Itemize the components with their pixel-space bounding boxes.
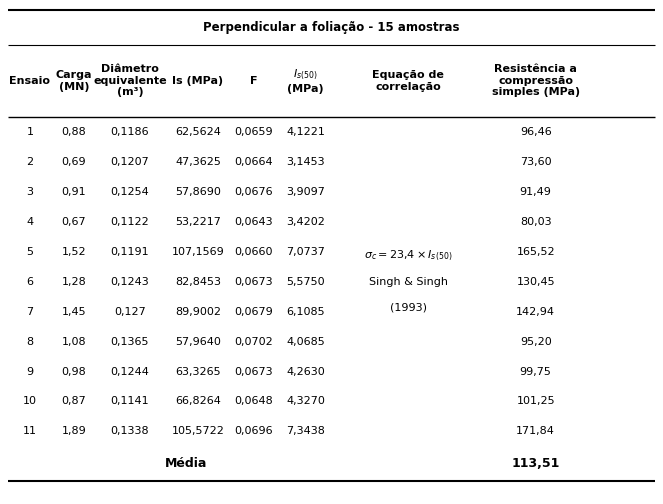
Text: 1,08: 1,08 — [62, 337, 86, 347]
Text: Perpendicular a foliação - 15 amostras: Perpendicular a foliação - 15 amostras — [204, 21, 459, 34]
Text: Is (MPa): Is (MPa) — [172, 76, 223, 86]
Text: 1: 1 — [27, 127, 33, 137]
Text: 80,03: 80,03 — [520, 217, 552, 227]
Text: 4,2630: 4,2630 — [286, 366, 325, 376]
Text: 6: 6 — [27, 277, 33, 287]
Text: 47,3625: 47,3625 — [175, 157, 221, 167]
Text: 0,87: 0,87 — [62, 397, 86, 407]
Text: 0,1244: 0,1244 — [111, 366, 149, 376]
Text: 95,20: 95,20 — [520, 337, 552, 347]
Text: 0,98: 0,98 — [62, 366, 86, 376]
Text: 1,89: 1,89 — [62, 426, 86, 436]
Text: 165,52: 165,52 — [516, 246, 555, 257]
Text: 0,0643: 0,0643 — [235, 217, 273, 227]
Text: Resistência a
compressão
simples (MPa): Resistência a compressão simples (MPa) — [491, 65, 579, 97]
Text: 0,69: 0,69 — [62, 157, 86, 167]
Text: 57,9640: 57,9640 — [175, 337, 221, 347]
Text: 4,3270: 4,3270 — [286, 397, 325, 407]
Text: 10: 10 — [23, 397, 37, 407]
Text: 2: 2 — [27, 157, 34, 167]
Text: 7,3438: 7,3438 — [286, 426, 325, 436]
Text: Média: Média — [164, 458, 207, 470]
Text: 82,8453: 82,8453 — [175, 277, 221, 287]
Text: 1,45: 1,45 — [62, 306, 86, 317]
Text: 0,0696: 0,0696 — [235, 426, 273, 436]
Text: 7: 7 — [27, 306, 34, 317]
Text: Carga
(MN): Carga (MN) — [56, 70, 92, 92]
Text: $I_{s(50)}$
(MPa): $I_{s(50)}$ (MPa) — [287, 68, 324, 94]
Text: 0,0664: 0,0664 — [235, 157, 273, 167]
Text: 4: 4 — [27, 217, 34, 227]
Text: 91,49: 91,49 — [520, 186, 552, 197]
Text: 0,1243: 0,1243 — [111, 277, 149, 287]
Text: 0,1186: 0,1186 — [111, 127, 149, 137]
Text: 57,8690: 57,8690 — [175, 186, 221, 197]
Text: 0,1254: 0,1254 — [111, 186, 149, 197]
Text: 0,88: 0,88 — [62, 127, 86, 137]
Text: 113,51: 113,51 — [511, 458, 560, 470]
Text: 11: 11 — [23, 426, 37, 436]
Text: 99,75: 99,75 — [520, 366, 552, 376]
Text: 142,94: 142,94 — [516, 306, 555, 317]
Text: F: F — [250, 76, 258, 86]
Text: 0,127: 0,127 — [114, 306, 146, 317]
Text: 0,91: 0,91 — [62, 186, 86, 197]
Text: 105,5722: 105,5722 — [172, 426, 224, 436]
Text: 0,1365: 0,1365 — [111, 337, 149, 347]
Text: 3,9097: 3,9097 — [286, 186, 325, 197]
Text: 9: 9 — [27, 366, 34, 376]
Text: 89,9002: 89,9002 — [175, 306, 221, 317]
Text: 0,0673: 0,0673 — [235, 277, 273, 287]
Text: 101,25: 101,25 — [516, 397, 555, 407]
Text: 0,1141: 0,1141 — [111, 397, 149, 407]
Text: 96,46: 96,46 — [520, 127, 552, 137]
Text: 73,60: 73,60 — [520, 157, 552, 167]
Text: Singh & Singh: Singh & Singh — [369, 277, 448, 287]
Text: 0,1338: 0,1338 — [111, 426, 149, 436]
Text: 0,0676: 0,0676 — [235, 186, 273, 197]
Text: 4,0685: 4,0685 — [286, 337, 325, 347]
Text: 1,28: 1,28 — [62, 277, 86, 287]
Text: 8: 8 — [27, 337, 34, 347]
Text: 0,0659: 0,0659 — [235, 127, 273, 137]
Text: 0,1207: 0,1207 — [111, 157, 149, 167]
Text: 0,0679: 0,0679 — [235, 306, 273, 317]
Text: 3,1453: 3,1453 — [286, 157, 325, 167]
Text: 62,5624: 62,5624 — [175, 127, 221, 137]
Text: $\sigma_c = 23{,}4 \times I_{s(50)}$: $\sigma_c = 23{,}4 \times I_{s(50)}$ — [364, 249, 452, 263]
Text: 5,5750: 5,5750 — [286, 277, 325, 287]
Text: 107,1569: 107,1569 — [172, 246, 224, 257]
Text: 53,2217: 53,2217 — [175, 217, 221, 227]
Text: (1993): (1993) — [390, 302, 427, 312]
Text: 1,52: 1,52 — [62, 246, 86, 257]
Text: Diâmetro
equivalente
(m³): Diâmetro equivalente (m³) — [93, 65, 167, 97]
Text: 0,67: 0,67 — [62, 217, 86, 227]
Text: 171,84: 171,84 — [516, 426, 555, 436]
Text: 0,0673: 0,0673 — [235, 366, 273, 376]
Text: Ensaio: Ensaio — [9, 76, 50, 86]
Text: 63,3265: 63,3265 — [175, 366, 221, 376]
Text: 0,0648: 0,0648 — [235, 397, 273, 407]
Text: 6,1085: 6,1085 — [286, 306, 325, 317]
Text: 3,4202: 3,4202 — [286, 217, 325, 227]
Text: 7,0737: 7,0737 — [286, 246, 325, 257]
Text: 66,8264: 66,8264 — [175, 397, 221, 407]
Text: Equação de
correlação: Equação de correlação — [372, 70, 444, 92]
Text: 130,45: 130,45 — [516, 277, 555, 287]
Text: 5: 5 — [27, 246, 33, 257]
Text: 0,0660: 0,0660 — [235, 246, 273, 257]
Text: 3: 3 — [27, 186, 33, 197]
Text: 0,0702: 0,0702 — [235, 337, 273, 347]
Text: 0,1122: 0,1122 — [111, 217, 149, 227]
Text: 4,1221: 4,1221 — [286, 127, 325, 137]
Text: 0,1191: 0,1191 — [111, 246, 149, 257]
